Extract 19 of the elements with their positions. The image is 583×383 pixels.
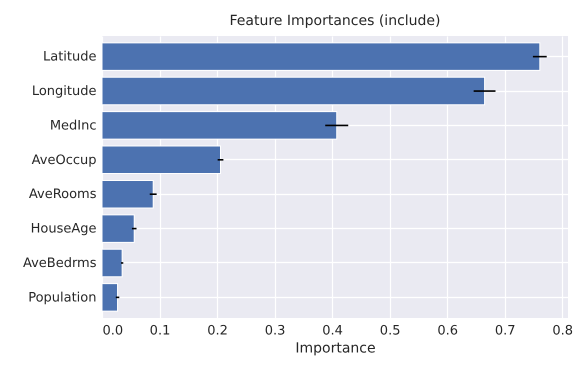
y-tick-label: Latitude bbox=[42, 50, 96, 65]
x-tick-label: 0.8 bbox=[552, 324, 574, 338]
x-axis-title: Importance bbox=[295, 340, 376, 356]
x-tick-label: 0.3 bbox=[264, 324, 286, 338]
y-tick-label: MedInc bbox=[50, 118, 96, 134]
y-tick-label: AveBedrms bbox=[22, 256, 97, 271]
chart-title: Feature Importances (include) bbox=[230, 13, 440, 29]
y-tick-label: Population bbox=[28, 290, 96, 306]
y-tick-label: AveRooms bbox=[28, 187, 97, 202]
x-tick-label: 0.5 bbox=[380, 324, 400, 338]
y-tick-label: AveOccup bbox=[32, 152, 96, 168]
x-tick-label: 0.2 bbox=[207, 324, 228, 338]
x-tick-label: 0.1 bbox=[150, 324, 170, 338]
y-tick-label: Longitude bbox=[32, 84, 96, 100]
x-tick-label: 0.4 bbox=[322, 324, 343, 338]
y-tick-label: HouseAge bbox=[30, 222, 96, 237]
x-tick-label: 0.0 bbox=[102, 324, 124, 338]
x-tick-label: 0.7 bbox=[494, 324, 516, 338]
x-tick-label: 0.6 bbox=[437, 324, 458, 338]
